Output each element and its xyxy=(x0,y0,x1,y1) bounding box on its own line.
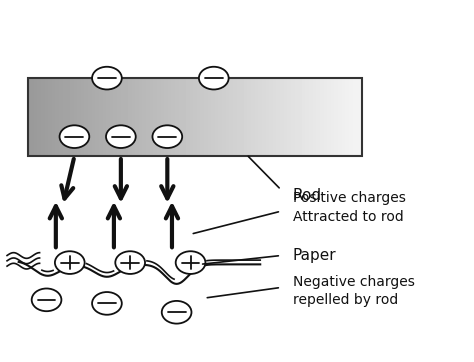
Bar xyxy=(28,78,363,156)
Circle shape xyxy=(153,125,182,148)
Circle shape xyxy=(55,251,85,274)
Circle shape xyxy=(162,301,191,324)
Circle shape xyxy=(199,67,228,89)
Text: Paper: Paper xyxy=(293,248,337,263)
Circle shape xyxy=(92,292,122,315)
Circle shape xyxy=(32,289,62,311)
Text: Rod: Rod xyxy=(293,188,322,203)
Text: Positive charges
Attracted to rod: Positive charges Attracted to rod xyxy=(293,191,406,224)
Circle shape xyxy=(60,125,89,148)
Text: Negative charges
repelled by rod: Negative charges repelled by rod xyxy=(293,275,415,307)
Circle shape xyxy=(92,67,122,89)
Circle shape xyxy=(115,251,145,274)
Circle shape xyxy=(176,251,205,274)
Circle shape xyxy=(106,125,136,148)
